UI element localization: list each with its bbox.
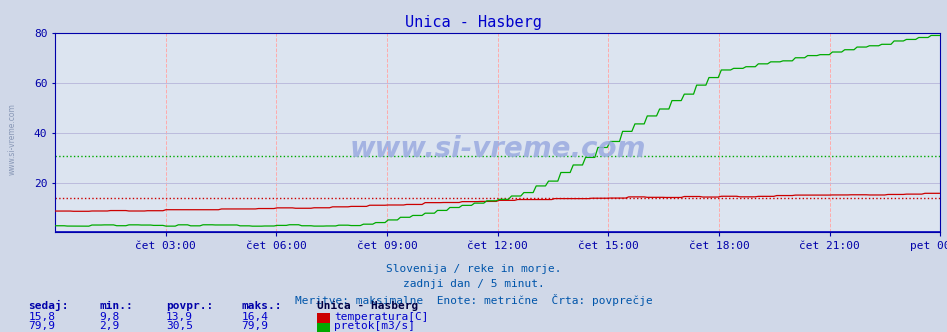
Text: Slovenija / reke in morje.: Slovenija / reke in morje. [385, 264, 562, 274]
Text: 15,8: 15,8 [28, 312, 56, 322]
Text: Meritve: maksimalne  Enote: metrične  Črta: povprečje: Meritve: maksimalne Enote: metrične Črta… [295, 294, 652, 306]
Text: sedaj:: sedaj: [28, 300, 69, 311]
Text: temperatura[C]: temperatura[C] [334, 312, 429, 322]
Text: 79,9: 79,9 [241, 321, 269, 331]
Text: www.si-vreme.com: www.si-vreme.com [8, 104, 17, 175]
Text: 2,9: 2,9 [99, 321, 119, 331]
Text: 30,5: 30,5 [166, 321, 193, 331]
Text: 79,9: 79,9 [28, 321, 56, 331]
Text: 9,8: 9,8 [99, 312, 119, 322]
Text: min.:: min.: [99, 301, 134, 311]
Text: 16,4: 16,4 [241, 312, 269, 322]
Text: maks.:: maks.: [241, 301, 282, 311]
Text: pretok[m3/s]: pretok[m3/s] [334, 321, 416, 331]
Text: www.si-vreme.com: www.si-vreme.com [349, 135, 646, 163]
Text: 13,9: 13,9 [166, 312, 193, 322]
Text: zadnji dan / 5 minut.: zadnji dan / 5 minut. [402, 279, 545, 289]
Text: Unica - Hasberg: Unica - Hasberg [317, 301, 419, 311]
Text: Unica - Hasberg: Unica - Hasberg [405, 15, 542, 30]
Text: povpr.:: povpr.: [166, 301, 213, 311]
